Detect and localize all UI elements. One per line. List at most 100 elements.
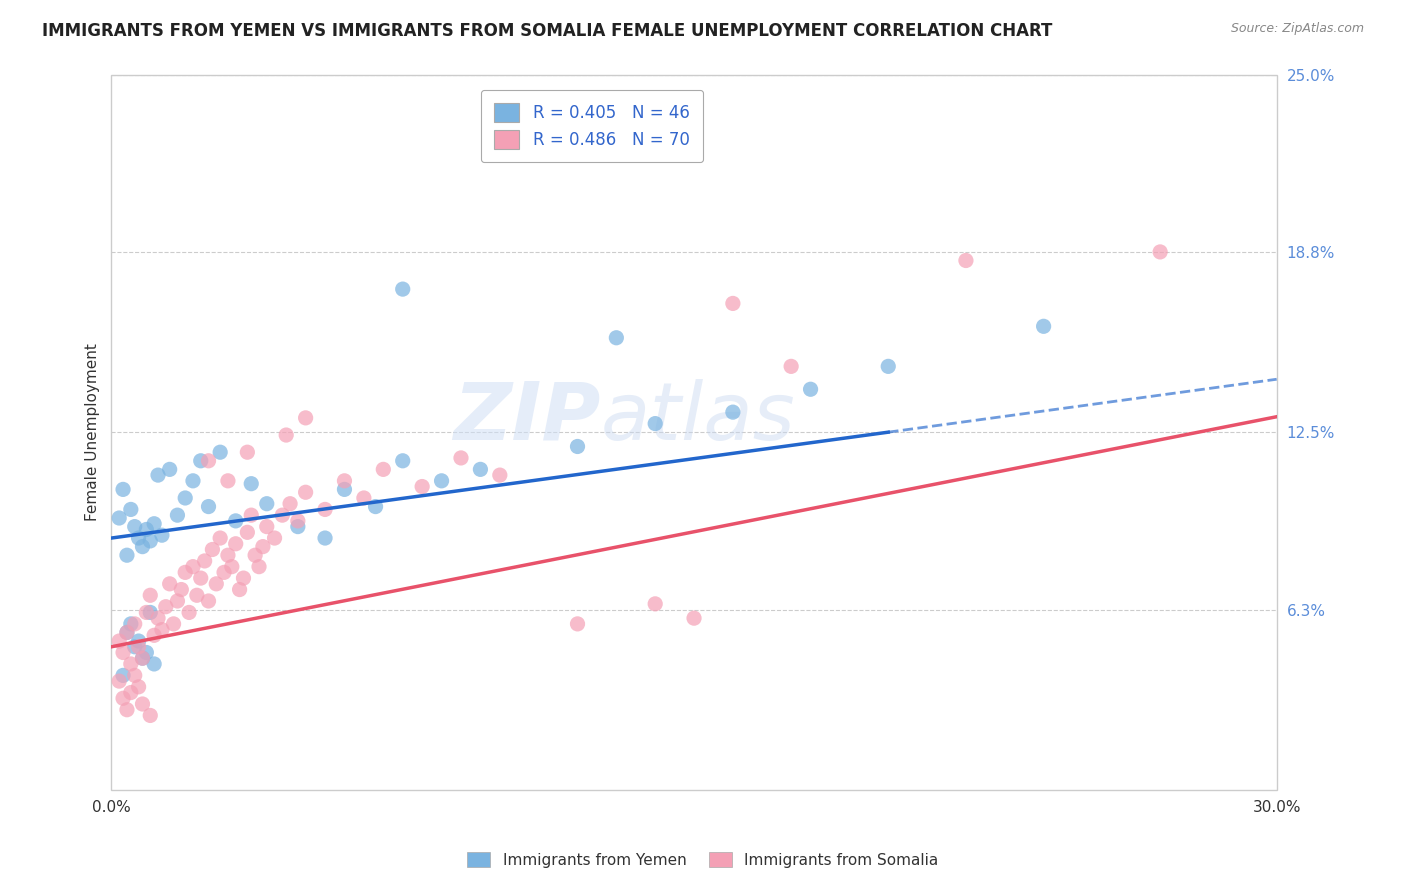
- Point: [124, 519, 146, 533]
- Point: [247, 559, 270, 574]
- Point: [131, 697, 153, 711]
- Point: [124, 640, 146, 654]
- Point: [683, 611, 706, 625]
- Point: [278, 497, 301, 511]
- Point: [131, 651, 153, 665]
- Point: [131, 540, 153, 554]
- Point: [108, 674, 131, 689]
- Point: [128, 640, 150, 654]
- Point: [177, 606, 200, 620]
- Point: [209, 531, 232, 545]
- Point: [236, 445, 259, 459]
- Point: [800, 382, 823, 396]
- Point: [139, 606, 162, 620]
- Point: [364, 500, 387, 514]
- Point: [139, 588, 162, 602]
- Point: [124, 668, 146, 682]
- Point: [186, 588, 208, 602]
- Point: [120, 616, 142, 631]
- Point: [115, 625, 138, 640]
- Point: [232, 571, 254, 585]
- Point: [150, 528, 173, 542]
- Point: [201, 542, 224, 557]
- Point: [430, 474, 453, 488]
- Point: [143, 657, 166, 671]
- Point: [197, 454, 219, 468]
- Point: [391, 454, 413, 468]
- Point: [197, 594, 219, 608]
- Point: [567, 440, 589, 454]
- Point: [108, 634, 131, 648]
- Point: [166, 508, 188, 523]
- Point: [721, 405, 744, 419]
- Point: [120, 685, 142, 699]
- Point: [162, 616, 184, 631]
- Point: [955, 253, 977, 268]
- Text: atlas: atlas: [600, 379, 796, 457]
- Point: [252, 540, 274, 554]
- Point: [174, 491, 197, 505]
- Point: [194, 554, 217, 568]
- Point: [567, 616, 589, 631]
- Point: [159, 462, 181, 476]
- Point: [131, 651, 153, 665]
- Point: [150, 623, 173, 637]
- Point: [644, 417, 666, 431]
- Legend: R = 0.405   N = 46, R = 0.486   N = 70: R = 0.405 N = 46, R = 0.486 N = 70: [481, 90, 703, 162]
- Point: [1149, 244, 1171, 259]
- Point: [108, 511, 131, 525]
- Point: [174, 566, 197, 580]
- Point: [181, 559, 204, 574]
- Point: [135, 645, 157, 659]
- Point: [236, 525, 259, 540]
- Point: [143, 516, 166, 531]
- Point: [135, 606, 157, 620]
- Point: [333, 483, 356, 497]
- Point: [780, 359, 803, 374]
- Point: [391, 282, 413, 296]
- Point: [271, 508, 294, 523]
- Point: [155, 599, 177, 614]
- Point: [135, 523, 157, 537]
- Point: [263, 531, 285, 545]
- Point: [115, 625, 138, 640]
- Point: [276, 428, 298, 442]
- Point: [120, 502, 142, 516]
- Point: [877, 359, 900, 374]
- Point: [256, 519, 278, 533]
- Point: [721, 296, 744, 310]
- Point: [217, 548, 239, 562]
- Point: [217, 474, 239, 488]
- Point: [166, 594, 188, 608]
- Y-axis label: Female Unemployment: Female Unemployment: [86, 343, 100, 521]
- Point: [314, 531, 336, 545]
- Point: [146, 468, 169, 483]
- Point: [294, 485, 316, 500]
- Point: [411, 479, 433, 493]
- Point: [333, 474, 356, 488]
- Point: [139, 533, 162, 548]
- Point: [287, 514, 309, 528]
- Point: [115, 703, 138, 717]
- Point: [1032, 319, 1054, 334]
- Point: [221, 559, 243, 574]
- Point: [287, 519, 309, 533]
- Point: [243, 548, 266, 562]
- Point: [314, 502, 336, 516]
- Legend: Immigrants from Yemen, Immigrants from Somalia: Immigrants from Yemen, Immigrants from S…: [460, 844, 946, 875]
- Point: [128, 634, 150, 648]
- Point: [240, 508, 263, 523]
- Text: IMMIGRANTS FROM YEMEN VS IMMIGRANTS FROM SOMALIA FEMALE UNEMPLOYMENT CORRELATION: IMMIGRANTS FROM YEMEN VS IMMIGRANTS FROM…: [42, 22, 1053, 40]
- Point: [353, 491, 375, 505]
- Point: [159, 577, 181, 591]
- Point: [112, 645, 135, 659]
- Point: [190, 454, 212, 468]
- Point: [115, 548, 138, 562]
- Point: [128, 531, 150, 545]
- Point: [240, 476, 263, 491]
- Point: [228, 582, 250, 597]
- Point: [488, 468, 510, 483]
- Point: [139, 708, 162, 723]
- Point: [112, 483, 135, 497]
- Point: [146, 611, 169, 625]
